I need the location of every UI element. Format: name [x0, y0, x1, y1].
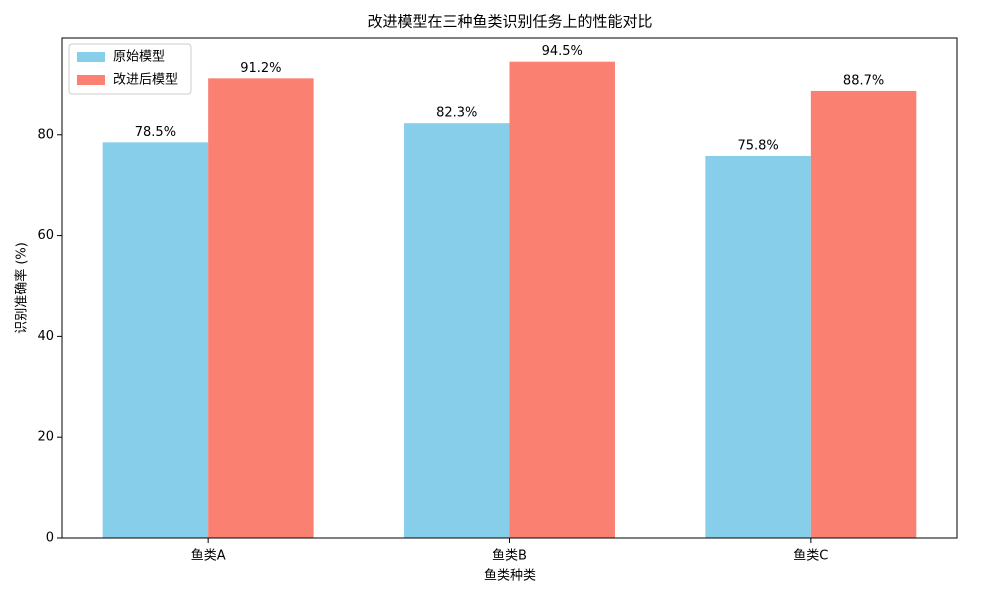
- y-tick-label: 20: [37, 430, 54, 445]
- data-label: 91.2%: [240, 61, 281, 76]
- y-tick-label: 0: [46, 531, 54, 546]
- legend-swatch: [77, 52, 105, 62]
- bar: [509, 61, 615, 539]
- legend-label: 原始模型: [113, 50, 165, 65]
- bar: [705, 155, 811, 538]
- y-tick-label: 80: [37, 127, 54, 142]
- data-label: 94.5%: [542, 44, 583, 59]
- plot-frame: [61, 37, 958, 539]
- x-axis-label: 鱼类种类: [484, 568, 536, 584]
- y-axis-label: 识别准确率 (%): [14, 242, 30, 334]
- legend-swatch: [77, 75, 105, 85]
- bar: [102, 142, 209, 539]
- data-label: 82.3%: [436, 106, 477, 121]
- legend-label: 改进后模型: [113, 73, 178, 88]
- y-tick-label: 60: [37, 228, 54, 243]
- data-label: 75.8%: [737, 138, 778, 153]
- x-tick-label: 鱼类B: [492, 548, 527, 564]
- y-tick-label: 40: [37, 329, 54, 344]
- data-label: 88.7%: [843, 73, 884, 88]
- bar: [208, 78, 314, 539]
- chart-title: 改进模型在三种鱼类识别任务上的性能对比: [367, 13, 652, 31]
- bar: [810, 90, 917, 538]
- x-tick-label: 鱼类A: [191, 548, 226, 564]
- bar: [404, 123, 510, 538]
- x-tick-label: 鱼类C: [793, 548, 828, 564]
- data-label: 78.5%: [135, 125, 176, 140]
